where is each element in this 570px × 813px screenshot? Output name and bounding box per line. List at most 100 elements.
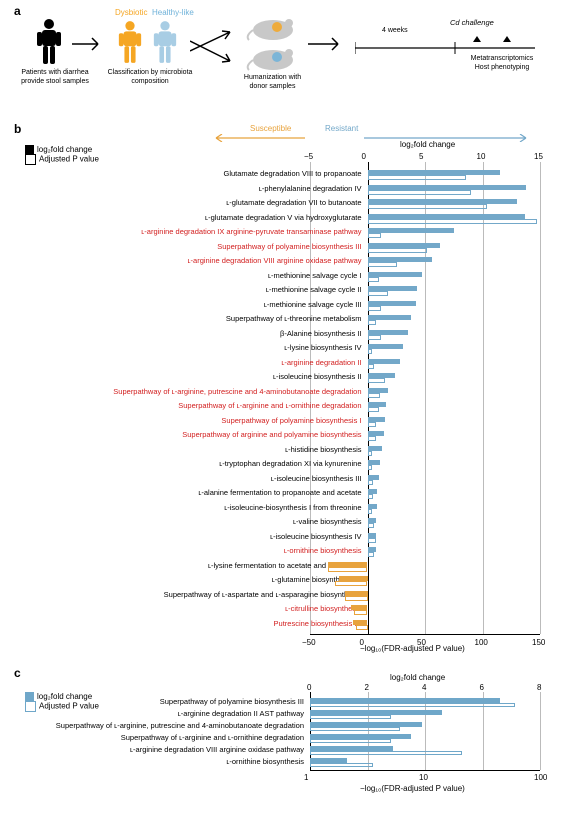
tick-top: 10	[477, 152, 486, 161]
pathway-label: ʟ-methionine salvage cycle III	[20, 300, 362, 309]
tick-top: 0	[307, 683, 311, 692]
bar-p	[368, 248, 428, 253]
bar-p	[310, 739, 391, 744]
bar-p	[368, 538, 376, 543]
bar-p	[345, 596, 368, 601]
bar-p	[368, 219, 537, 224]
patients-caption: Patients with diarrheaprovide stool samp…	[15, 68, 95, 86]
tick-bottom: 100	[534, 773, 547, 782]
bar-p	[368, 523, 375, 528]
tick-bottom: 1	[304, 773, 308, 782]
dysbiotic-label: Dysbiotic	[115, 8, 147, 17]
bar-p	[328, 567, 367, 572]
tick-top: 0	[362, 152, 366, 161]
humanization-caption: Humanization withdonor samples	[230, 73, 315, 91]
pathway-label: ʟ-arginine degradation II AST pathway	[20, 709, 304, 718]
bar-p	[368, 393, 381, 398]
pathway-label: ʟ-histidine biosynthesis	[20, 445, 362, 454]
pathway-label: ʟ-valine biosynthesis	[20, 517, 362, 526]
tick-bottom: 10	[419, 773, 428, 782]
bar-p	[368, 480, 374, 485]
bar-p	[368, 190, 472, 195]
pathway-label: ʟ-glutamine biosynthesis III	[20, 575, 362, 584]
bar-p	[356, 625, 368, 630]
bar-fc	[368, 344, 404, 349]
panel-c: log₂fold change Adjusted P value log₂fol…	[20, 670, 555, 800]
arrow-icon	[308, 36, 348, 52]
pathway-label: ʟ-tryptophan degradation XI via kynureni…	[20, 459, 362, 468]
pathway-label: Superpathway of ʟ-threonine metabolism	[20, 314, 362, 323]
arrow-icon	[190, 36, 245, 71]
bar-p	[368, 422, 376, 427]
pathway-label: ʟ-arginine degradation IX arginine-pyruv…	[20, 227, 362, 236]
bottom-axis-label-c: −log₁₀(FDR-adjusted P value)	[360, 784, 465, 793]
pathway-label: ʟ-isoleucine-biosynthesis I from threoni…	[20, 503, 362, 512]
dysbiotic-person-icon	[117, 20, 143, 65]
pathway-label: Superpathway of ʟ-aspartate and ʟ-aspara…	[20, 590, 362, 599]
bar-p	[368, 378, 385, 383]
bar-p	[368, 436, 376, 441]
bar-p	[310, 751, 462, 756]
bar-p	[368, 306, 382, 311]
pathway-label: ʟ-ornithine biosynthesis	[20, 546, 362, 555]
pathway-label: β-Alanine biosynthesis II	[20, 329, 362, 338]
pathway-label: Superpathway of ʟ-arginine and ʟ-ornithi…	[20, 733, 304, 742]
bar-p	[368, 291, 389, 296]
bar-p	[368, 320, 376, 325]
tick-top: −5	[304, 152, 313, 161]
tick-top: 15	[534, 152, 543, 161]
pathway-label: ʟ-isoleucine biosynthesis III	[20, 474, 362, 483]
mouse-healthy-icon	[245, 44, 300, 72]
pathway-label: Glutamate degradation VIII to propanoate	[20, 169, 362, 178]
tick-top: 4	[422, 683, 426, 692]
bar-p	[310, 715, 391, 720]
pathway-label: ʟ-arginine degradation VIII arginine oxi…	[20, 256, 362, 265]
panel-a: Patients with diarrheaprovide stool samp…	[20, 8, 550, 113]
tick-top: 2	[365, 683, 369, 692]
meta-caption: MetatranscriptomicsHost phenotyping	[452, 54, 552, 72]
pathway-label: Superpathway of ʟ-arginine and ʟ-ornithi…	[20, 401, 362, 410]
pathway-label: ʟ-methionine salvage cycle II	[20, 285, 362, 294]
chart-c: 0 2 4 6 8 1 10 100 Superpathway of polyamine bio…	[20, 670, 555, 800]
pathway-label: ʟ-isoleucine biosynthesis IV	[20, 532, 362, 541]
bar-p	[354, 610, 368, 615]
bar-p	[368, 465, 373, 470]
bar-p	[310, 703, 515, 708]
bar-p	[368, 451, 373, 456]
bar-p	[368, 407, 380, 412]
pathway-label: Superpathway of ʟ-arginine, putrescine a…	[20, 721, 304, 730]
pathway-label: ʟ-lysine biosynthesis IV	[20, 343, 362, 352]
healthy-person-icon	[152, 20, 178, 65]
bottom-axis-label-b: −log₁₀(FDR-adjusted P value)	[360, 644, 465, 653]
pathway-label: ʟ-lysine fermentation to acetate and but…	[20, 561, 362, 570]
bar-p	[368, 364, 375, 369]
pathway-label: Superpathway of polyamine biosynthesis I…	[20, 697, 304, 706]
bar-p	[335, 581, 367, 586]
pathway-label: ʟ-glutamate degradation V via hydroxyglu…	[20, 213, 362, 222]
pathway-label: ʟ-arginine degradation II	[20, 358, 362, 367]
timeline-icon	[355, 36, 535, 56]
bar-p	[310, 763, 373, 768]
tick-bottom: 150	[532, 638, 545, 647]
tick-top: 5	[419, 152, 423, 161]
mouse-dysbiotic-icon	[245, 14, 300, 42]
pathway-label: ʟ-alanine fermentation to propanoate and…	[20, 488, 362, 497]
bar-p	[368, 277, 380, 282]
healthy-label: Healthy-like	[152, 8, 194, 17]
bar-p	[368, 204, 488, 209]
panel-b: log₂fold change Adjusted P value Suscept…	[20, 120, 555, 660]
bar-p	[368, 494, 374, 499]
tick-top: 6	[480, 683, 484, 692]
patient-icon	[35, 18, 63, 66]
pathway-label: Superpathway of arginine and polyamine b…	[20, 430, 362, 439]
pathway-label: Putrescine biosynthesis IV	[20, 619, 362, 628]
bar-p	[368, 175, 467, 180]
tick-bottom: −50	[302, 638, 316, 647]
pathway-label: ʟ-isoleucine biosynthesis II	[20, 372, 362, 381]
tick-top: 8	[537, 683, 541, 692]
pathway-label: ʟ-phenylalanine degradation IV	[20, 184, 362, 193]
bar-p	[368, 349, 373, 354]
timeline-4w: 4 weeks	[382, 26, 408, 35]
bar-p	[368, 262, 398, 267]
arrow-icon	[72, 36, 107, 52]
